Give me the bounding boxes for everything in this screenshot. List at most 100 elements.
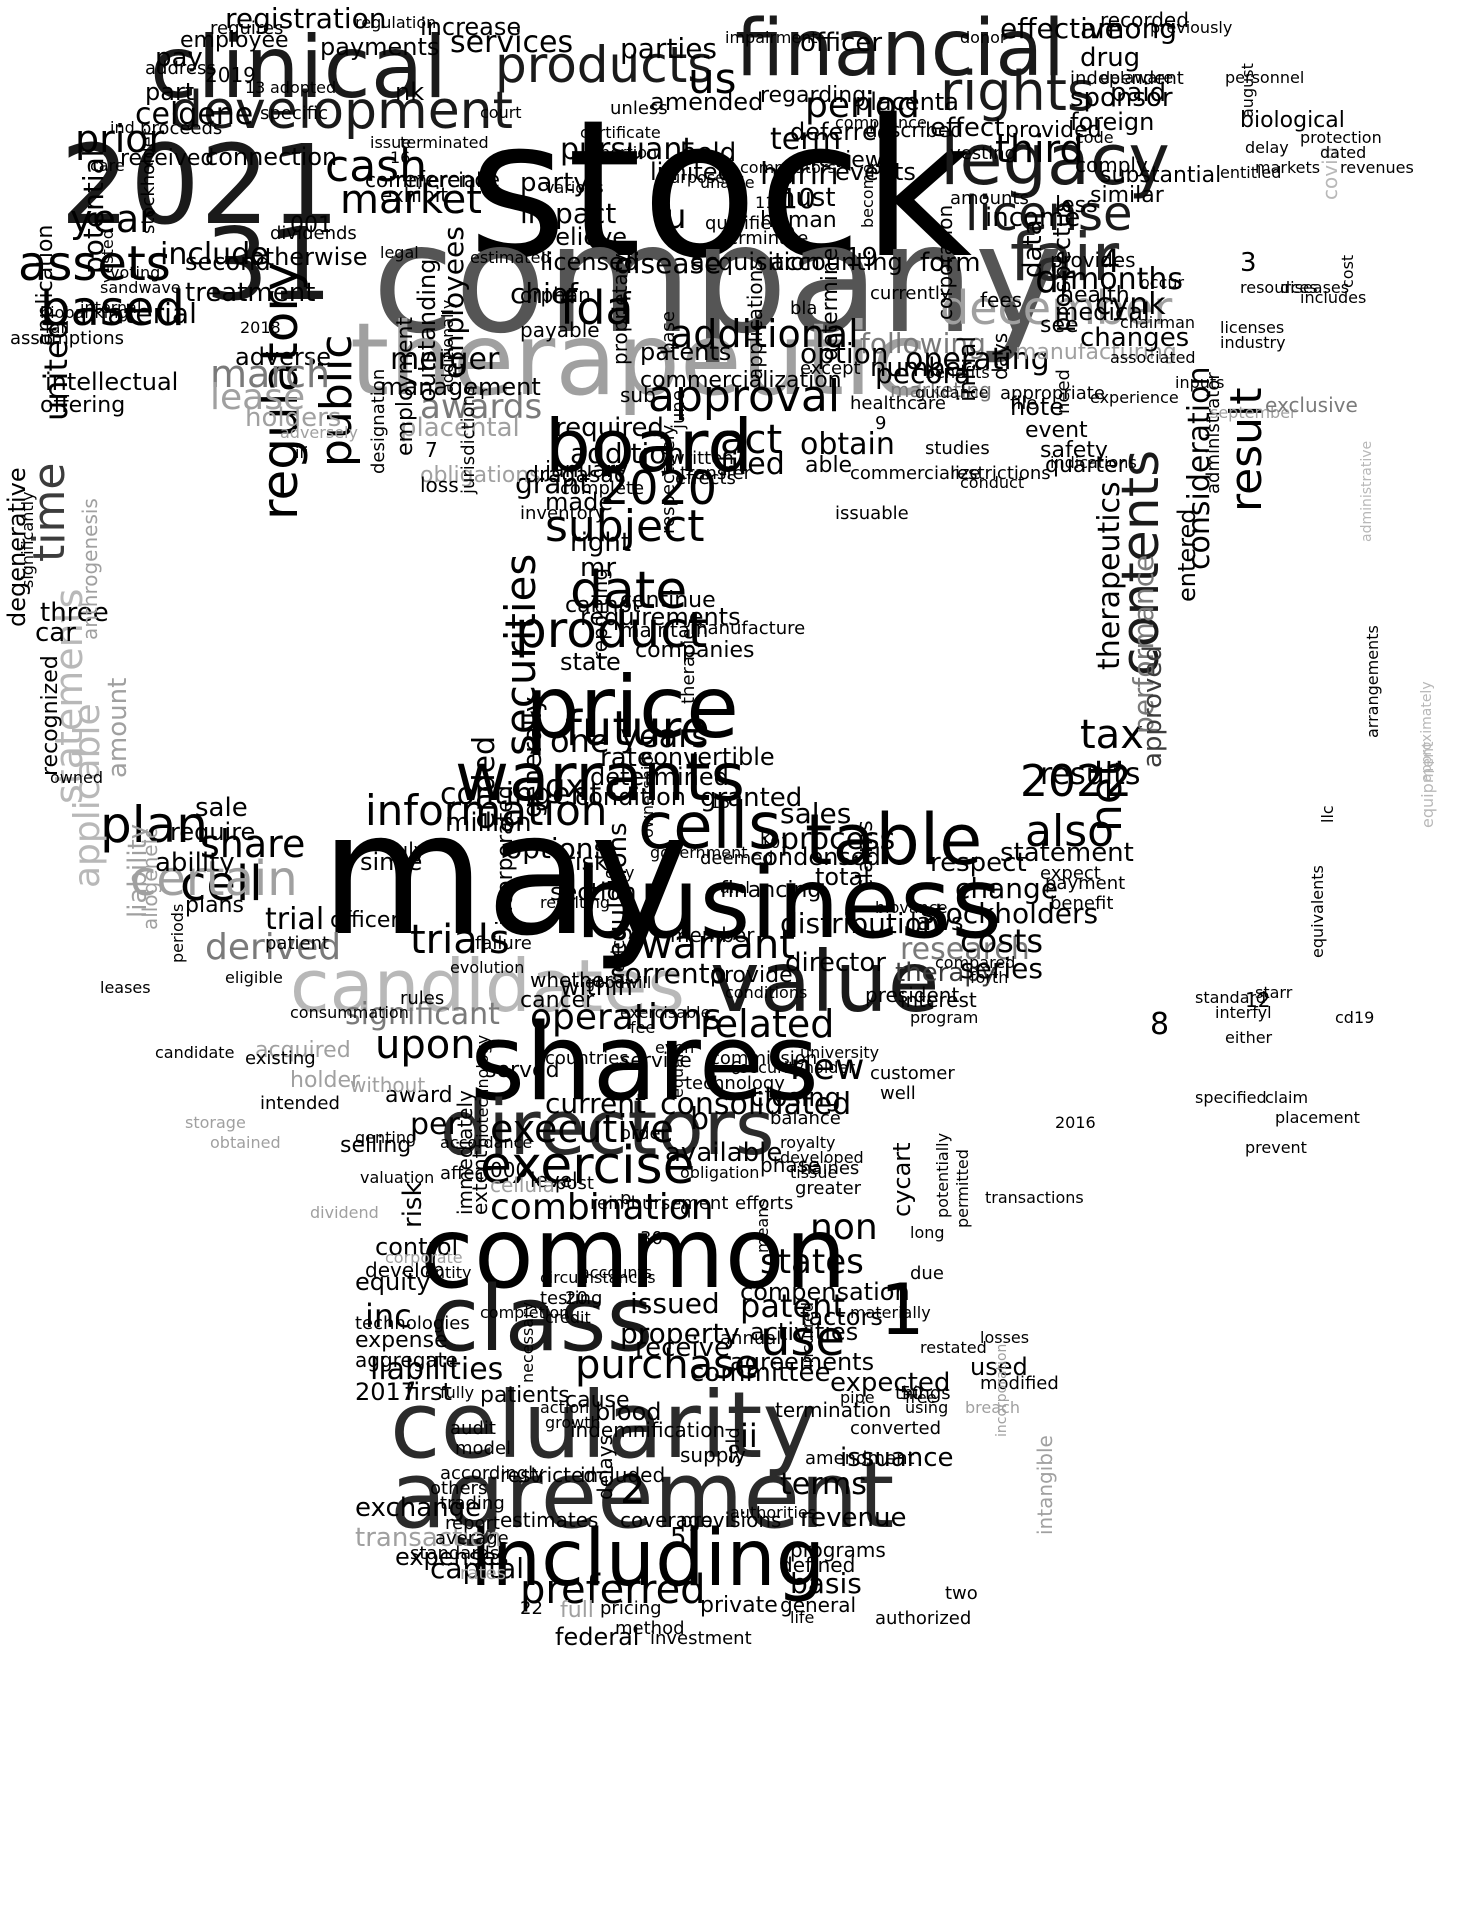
word-fee: fee (630, 1018, 656, 1037)
word-transaction: transaction (355, 1523, 502, 1553)
word-completion: completion (480, 1303, 570, 1322)
word-mr: mr (580, 553, 617, 583)
word-annual: annual (720, 1328, 782, 1349)
word-estimated: estimated (470, 248, 551, 267)
word-september: september (1210, 403, 1297, 422)
word-1: 1 (880, 1269, 925, 1351)
word-requires: requires (210, 18, 284, 39)
word-order: order (620, 1123, 668, 1144)
word-sponsor: sponsor (1070, 83, 1173, 113)
word-determined: determined (590, 763, 729, 791)
word-described: described (865, 118, 963, 142)
word-data: data (1018, 219, 1048, 278)
word-cynk: cynk (1095, 287, 1166, 322)
word-new: new (790, 1047, 865, 1088)
word-programs: programs (790, 1538, 886, 1562)
word-8: 8 (1150, 1007, 1170, 1042)
word-eligible: eligible (225, 968, 283, 987)
word-revenues: revenues (1340, 158, 1414, 177)
word-agreement: agreement (390, 1442, 895, 1549)
word-amendment: amendment (805, 1448, 915, 1469)
word-patent: patent (740, 1287, 845, 1325)
word-tissue: tissue (790, 1163, 838, 1182)
word-storage: storage (185, 1113, 246, 1132)
word-vesting: vesting (950, 143, 1016, 164)
word-review: review (810, 148, 883, 173)
word-plans: plans (185, 893, 244, 918)
word-made: made (545, 488, 614, 516)
word-expense: expense (355, 1328, 448, 1353)
word-rate: rate (600, 743, 653, 773)
word-deferred: deferred (790, 118, 892, 146)
word-years: years (620, 717, 709, 755)
word-entity: entity (425, 1263, 472, 1282)
word-licensed: licensed (540, 248, 640, 276)
word-authorized: authorized (875, 1608, 972, 1629)
word-2: 2 (620, 1467, 646, 1513)
word-potentially: potentially (933, 1132, 952, 1218)
word-securityholder: securityholder (740, 1058, 855, 1077)
word-claims: claims (853, 820, 878, 891)
word-30: 30 (640, 1228, 663, 1249)
word-breach: breach (965, 1398, 1020, 1417)
word-therapy: therapy (895, 958, 997, 988)
word-issue: issue (370, 133, 412, 152)
word-accordingly: accordingly (440, 1463, 544, 1484)
word-prior: prior (75, 117, 165, 161)
word-legacy: legacy (940, 119, 1170, 201)
word-sub: sub (620, 383, 656, 407)
word-placental: placental (400, 413, 520, 443)
word-includes: includes (1300, 288, 1367, 307)
word-intangible: intangible (1033, 1435, 1057, 1535)
word-2019: 2019 (205, 63, 256, 87)
word-portion: portion (600, 143, 658, 162)
word-care: care (90, 156, 125, 175)
word-4: 4 (1100, 242, 1121, 280)
word-prevent: prevent (1245, 1138, 1307, 1157)
word-limited: limited (650, 158, 733, 186)
word-well: well (880, 1083, 916, 1104)
word-member: member (670, 923, 755, 947)
word-2017: 2017 (355, 1378, 417, 1406)
word-base: base (658, 311, 679, 354)
word-incurred: incurred (798, 1301, 817, 1368)
word-supply: supply (680, 1443, 746, 1467)
word-biobanking: biobanking (40, 303, 129, 322)
word-include: include (160, 237, 269, 272)
word-government: government (650, 843, 748, 862)
word-2022: 2022 (1020, 756, 1132, 807)
word-market: market (340, 177, 482, 223)
word-rates: rates (460, 1563, 506, 1584)
word-full: full (560, 1598, 594, 1623)
word-us: us (688, 54, 737, 103)
word-affect: affect (440, 1163, 492, 1184)
word-conditions: conditions (725, 983, 808, 1002)
word-patents: patents (640, 338, 732, 366)
word-evolution: evolution (450, 958, 525, 977)
word-life: life (790, 1608, 815, 1627)
word-contingent: contingent (440, 777, 602, 812)
word-written: written (670, 448, 734, 469)
word-candidate: candidate (155, 1043, 235, 1062)
word-cells: cells (638, 790, 782, 864)
word-termination: termination (775, 1398, 892, 1422)
word-appropriate: appropriate (1000, 383, 1105, 404)
word-provisions: provisions (680, 1508, 782, 1532)
word-derived: derived (205, 927, 342, 968)
word-entered: entered (1173, 508, 1201, 603)
word-employment: employment (393, 316, 418, 456)
word-product: product (515, 601, 708, 659)
word-safety: safety (1040, 438, 1108, 463)
word-failure: failure (475, 933, 532, 954)
word-included: included (580, 1463, 666, 1487)
word-donor: donor (960, 28, 1007, 47)
word-dated: dated (1320, 143, 1367, 162)
word-administrative: administrative (1359, 440, 1375, 542)
word-subject: subject (545, 501, 705, 552)
word-second: second (185, 248, 271, 276)
word-one: one (550, 722, 610, 760)
word-grant: grant (515, 467, 591, 500)
word-among: among (1080, 12, 1178, 45)
word-class: class (430, 1267, 654, 1372)
